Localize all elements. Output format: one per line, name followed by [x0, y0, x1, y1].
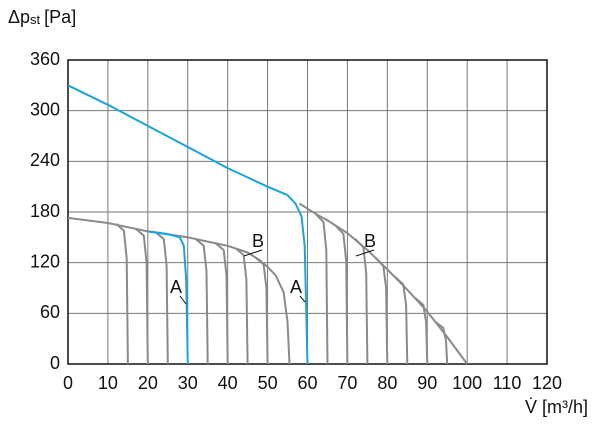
curve: [234, 247, 249, 365]
x-tick-label: 30: [178, 373, 198, 393]
curve: [195, 238, 209, 365]
x-tick-label: 110: [493, 373, 522, 393]
curve: [394, 276, 409, 365]
x-tick-label: 10: [98, 373, 118, 393]
y-tick-label: 360: [30, 49, 60, 69]
annotation-leader: [243, 249, 263, 257]
curve: [115, 223, 129, 365]
curve: [334, 224, 349, 365]
x-axis-label: V̇ [m³/h]: [525, 397, 588, 417]
curve: [155, 231, 169, 365]
curve: [215, 242, 229, 365]
curve: [314, 213, 329, 365]
curve: [414, 297, 429, 365]
y-tick-label: 120: [30, 251, 60, 271]
x-tick-label: 20: [138, 373, 158, 393]
y-tick-label: 0: [50, 353, 60, 373]
curve: [354, 238, 369, 365]
y-tick-label: 240: [30, 150, 60, 170]
annotation: A: [170, 277, 182, 297]
annotation: B: [252, 231, 264, 251]
y-tick-label: 180: [30, 201, 60, 221]
annotation: B: [364, 231, 376, 251]
annotation-leader: [179, 295, 187, 305]
x-tick-label: 90: [417, 373, 437, 393]
x-tick-label: 70: [337, 373, 357, 393]
annotation-leader: [299, 295, 306, 303]
x-tick-label: 40: [218, 373, 238, 393]
x-tick-label: 0: [63, 373, 73, 393]
curve: [135, 228, 149, 365]
x-tick-label: 80: [377, 373, 397, 393]
curve: [67, 84, 309, 365]
y-tick-label: 60: [40, 302, 60, 322]
curve: [254, 256, 269, 365]
x-tick-label: 120: [532, 373, 562, 393]
x-tick-label: 50: [258, 373, 278, 393]
curve: [374, 256, 389, 365]
y-tick-label: 300: [30, 99, 60, 119]
y-label-unit: [Pa]: [44, 7, 76, 27]
x-tick-label: 60: [297, 373, 317, 393]
curve: [147, 230, 189, 365]
y-label-symbol: Δp: [8, 7, 30, 27]
annotation: A: [290, 277, 302, 297]
annotation-leader: [355, 249, 375, 257]
x-tick-label: 100: [452, 373, 482, 393]
y-label-subscript: st: [30, 12, 41, 27]
y-axis-label: Δpst [Pa]: [8, 7, 76, 28]
curve: [434, 320, 449, 365]
